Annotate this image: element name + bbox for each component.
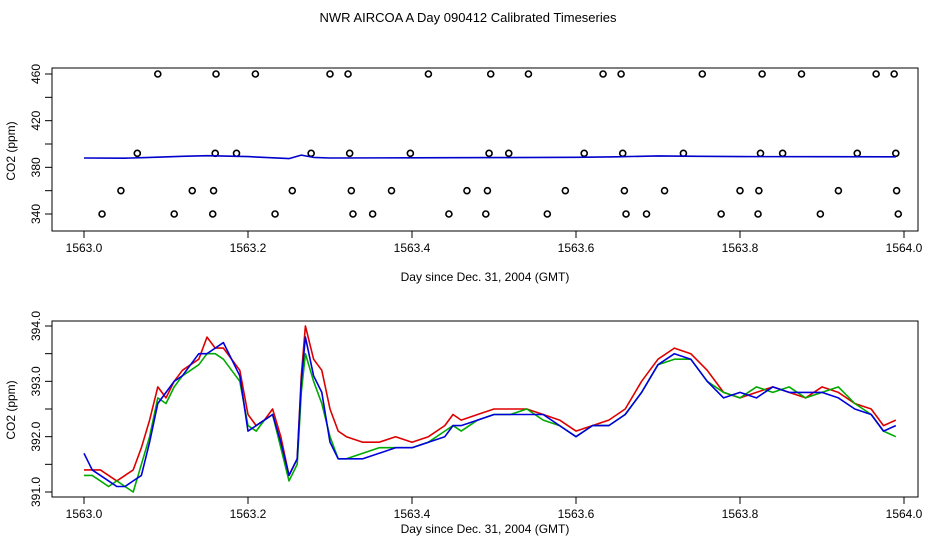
bottom-x-axis-label: Day since Dec. 31, 2004 (GMT) bbox=[401, 522, 570, 536]
data-point bbox=[170, 210, 178, 218]
top-plot-frame bbox=[51, 67, 919, 232]
data-point bbox=[345, 149, 354, 158]
data-point bbox=[890, 70, 898, 78]
data-point bbox=[481, 210, 490, 218]
x-tick-label: 1564.0 bbox=[886, 241, 923, 255]
top-axis-ticks: 1563.0 1563.2 1563.4 1563.6 1563.8 1564.0 340 3… bbox=[29, 64, 923, 255]
series-line-green bbox=[84, 352, 897, 493]
y-tick-label: 394.0 bbox=[29, 311, 43, 341]
data-point bbox=[347, 186, 356, 195]
y-tick-label: 340 bbox=[29, 204, 43, 224]
y-tick-label: 380 bbox=[29, 157, 43, 177]
data-point bbox=[618, 149, 627, 158]
data-point bbox=[717, 210, 725, 218]
data-point bbox=[307, 149, 315, 158]
x-tick-label: 1563.6 bbox=[558, 241, 595, 255]
x-tick-label: 1563.8 bbox=[722, 241, 759, 255]
x-tick-label: 1564.0 bbox=[886, 507, 923, 521]
data-point bbox=[424, 70, 433, 78]
data-point bbox=[754, 210, 762, 218]
data-point bbox=[368, 210, 377, 218]
bottom-series bbox=[83, 325, 897, 493]
top-panel: 1563.0 1563.2 1563.4 1563.6 1563.8 1564.0 340 3… bbox=[4, 64, 923, 284]
data-point bbox=[406, 149, 415, 158]
data-point bbox=[894, 210, 903, 218]
top-y-axis-label: CO2 (ppm) bbox=[4, 121, 18, 180]
data-point bbox=[209, 186, 218, 195]
y-tick-label: 393.0 bbox=[29, 366, 43, 396]
data-point bbox=[543, 210, 552, 218]
y-tick-label: 391.0 bbox=[29, 477, 43, 507]
x-tick-label: 1563.0 bbox=[66, 507, 103, 521]
series-line-baseline bbox=[83, 154, 896, 160]
x-tick-label: 1563.6 bbox=[558, 507, 595, 521]
bottom-panel: 1563.0 1563.2 1563.4 1563.6 1563.8 1564.0 391.… bbox=[4, 311, 923, 536]
data-point bbox=[271, 210, 279, 218]
top-series bbox=[83, 70, 903, 218]
data-point bbox=[232, 149, 241, 158]
y-tick-label: 460 bbox=[29, 64, 43, 84]
data-point bbox=[483, 186, 492, 195]
x-tick-label: 1563.0 bbox=[66, 241, 103, 255]
y-tick-label: 420 bbox=[29, 110, 43, 130]
data-point bbox=[561, 186, 570, 195]
data-point bbox=[524, 70, 533, 78]
data-point bbox=[154, 70, 162, 78]
data-point bbox=[387, 186, 396, 195]
data-point bbox=[599, 70, 607, 78]
data-point bbox=[617, 70, 625, 78]
data-point bbox=[834, 186, 843, 195]
data-point bbox=[251, 70, 260, 78]
data-point bbox=[117, 186, 125, 195]
data-point bbox=[485, 149, 493, 158]
data-point bbox=[758, 70, 766, 78]
data-point bbox=[892, 186, 901, 195]
x-tick-label: 1563.2 bbox=[230, 507, 267, 521]
data-point bbox=[736, 186, 744, 195]
y-tick-label: 392.0 bbox=[29, 421, 43, 451]
data-point bbox=[504, 149, 513, 158]
data-point bbox=[797, 70, 806, 78]
data-point bbox=[344, 70, 352, 78]
data-point bbox=[463, 186, 471, 195]
data-point bbox=[698, 70, 707, 78]
data-point bbox=[816, 210, 825, 218]
figure-title: NWR AIRCOA A Day 090412 Calibrated Times… bbox=[320, 10, 617, 25]
data-point bbox=[660, 186, 669, 195]
data-point bbox=[580, 149, 589, 158]
data-point bbox=[445, 210, 453, 218]
bottom-plot-frame bbox=[51, 320, 919, 498]
data-point bbox=[642, 210, 651, 218]
data-point bbox=[872, 70, 880, 78]
data-point bbox=[208, 210, 217, 218]
data-point bbox=[853, 149, 862, 158]
data-point bbox=[326, 70, 334, 78]
data-point bbox=[622, 210, 630, 218]
bottom-y-axis-label: CO2 (ppm) bbox=[4, 380, 18, 439]
x-tick-label: 1563.2 bbox=[230, 241, 267, 255]
top-x-axis-label: Day since Dec. 31, 2004 (GMT) bbox=[401, 270, 570, 284]
data-point bbox=[133, 149, 142, 158]
data-point bbox=[188, 186, 197, 195]
data-point bbox=[756, 149, 765, 158]
data-point bbox=[288, 186, 297, 195]
data-point bbox=[212, 70, 220, 78]
series-line-red bbox=[84, 325, 897, 482]
series-line-blue bbox=[83, 336, 897, 488]
data-point bbox=[778, 149, 787, 158]
x-tick-label: 1563.4 bbox=[394, 241, 431, 255]
x-tick-label: 1563.4 bbox=[394, 507, 431, 521]
x-tick-label: 1563.8 bbox=[722, 507, 759, 521]
data-point bbox=[349, 210, 357, 218]
data-point bbox=[486, 70, 495, 78]
data-point bbox=[98, 210, 106, 218]
data-point bbox=[891, 149, 900, 158]
bottom-axis-ticks: 1563.0 1563.2 1563.4 1563.6 1563.8 1564.0 391.… bbox=[29, 311, 923, 521]
data-point bbox=[755, 186, 763, 195]
data-point bbox=[620, 186, 629, 195]
